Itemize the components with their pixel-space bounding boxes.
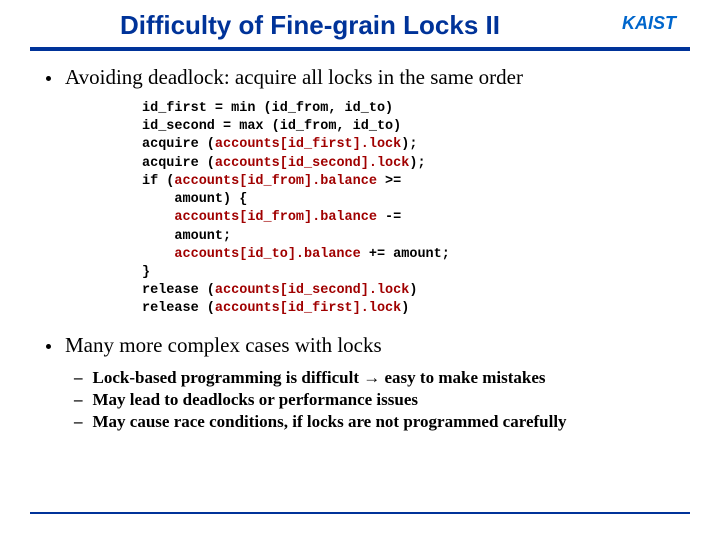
- bullet-item: Many more complex cases with locks: [46, 333, 690, 358]
- svg-text:KAIST: KAIST: [622, 13, 678, 33]
- code-line: id_second = max (id_from, id_to): [142, 119, 401, 134]
- code-keyword: accounts[id_from].balance: [174, 210, 377, 225]
- sub-bullet-text: May lead to deadlocks or performance iss…: [93, 390, 419, 410]
- bullet-text: Many more complex cases with locks: [65, 333, 382, 358]
- slide-title: Difficulty of Fine-grain Locks II: [70, 10, 550, 47]
- code-line: amount) {: [142, 192, 247, 207]
- dash-icon: –: [74, 368, 83, 388]
- arrow-icon: →: [363, 368, 380, 387]
- code-line: amount;: [142, 229, 231, 244]
- sub-bullet-text: Lock-based programming is difficult → ea…: [93, 368, 546, 388]
- bullet-dot-icon: [46, 76, 51, 81]
- code-text: release (: [142, 301, 215, 316]
- code-text: acquire (: [142, 156, 215, 171]
- bullet-item: Avoiding deadlock: acquire all locks in …: [46, 65, 690, 90]
- code-text: -=: [377, 210, 401, 225]
- code-keyword: accounts[id_first].lock: [215, 301, 401, 316]
- sub-bullet-item: – Lock-based programming is difficult → …: [74, 368, 690, 388]
- kaist-logo: KAIST: [622, 12, 700, 34]
- header-divider: [30, 47, 690, 51]
- dash-icon: –: [74, 390, 83, 410]
- code-keyword: accounts[id_to].balance: [174, 247, 360, 262]
- code-text: ): [409, 283, 417, 298]
- sub-bullet-list: – Lock-based programming is difficult → …: [74, 368, 690, 432]
- code-text: ): [401, 301, 409, 316]
- code-text: [142, 210, 174, 225]
- footer-divider: [30, 512, 690, 514]
- code-text: if (: [142, 174, 174, 189]
- code-text: += amount;: [361, 247, 450, 262]
- sub-bullet-item: – May lead to deadlocks or performance i…: [74, 390, 690, 410]
- bullet-text: Avoiding deadlock: acquire all locks in …: [65, 65, 523, 90]
- code-text: >=: [377, 174, 401, 189]
- slide-content: Avoiding deadlock: acquire all locks in …: [0, 65, 720, 432]
- code-text: acquire (: [142, 137, 215, 152]
- slide-header: Difficulty of Fine-grain Locks II KAIST: [0, 0, 720, 47]
- dash-icon: –: [74, 412, 83, 432]
- code-keyword: accounts[id_second].lock: [215, 156, 409, 171]
- sub-bullet-item: – May cause race conditions, if locks ar…: [74, 412, 690, 432]
- code-keyword: accounts[id_first].lock: [215, 137, 401, 152]
- code-block: id_first = min (id_from, id_to) id_secon…: [142, 100, 690, 319]
- code-keyword: accounts[id_second].lock: [215, 283, 409, 298]
- code-line: id_first = min (id_from, id_to): [142, 101, 393, 116]
- bullet-dot-icon: [46, 344, 51, 349]
- code-text: [142, 247, 174, 262]
- code-text: );: [409, 156, 425, 171]
- code-line: }: [142, 265, 150, 280]
- sub-bullet-text: May cause race conditions, if locks are …: [93, 412, 567, 432]
- code-text: release (: [142, 283, 215, 298]
- code-text: );: [401, 137, 417, 152]
- code-keyword: accounts[id_from].balance: [174, 174, 377, 189]
